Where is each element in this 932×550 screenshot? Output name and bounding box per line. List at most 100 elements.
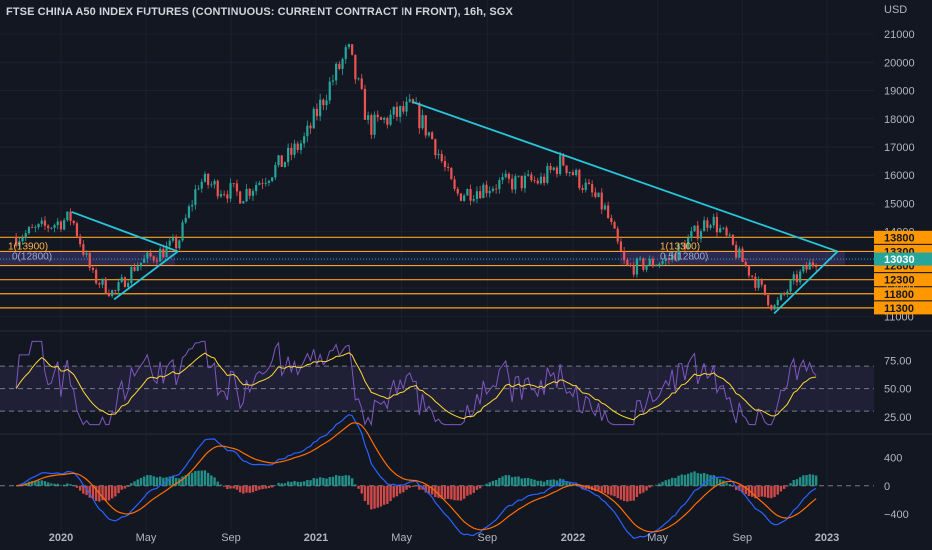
macd-histogram-bar [59, 485, 63, 486]
candle-body [229, 183, 232, 199]
macd-histogram-bar [216, 481, 219, 486]
macd-histogram-bar [264, 485, 267, 489]
macd-histogram-bar [744, 485, 747, 495]
macd-histogram-bar [206, 472, 210, 486]
macd-histogram-bar [210, 475, 213, 486]
macd-histogram-bar [245, 485, 248, 493]
candle-body [213, 180, 216, 185]
candle-body [133, 267, 136, 271]
candle-body [111, 290, 114, 297]
candle-body [27, 227, 31, 234]
candle-body [584, 182, 587, 190]
candle-body [447, 166, 450, 168]
candle-body [767, 294, 770, 306]
macd-histogram-bar [347, 475, 351, 486]
trendlines [71, 101, 839, 315]
macd-histogram-bar [46, 482, 50, 486]
macd-histogram-bar [610, 485, 613, 496]
candle-body [139, 262, 143, 267]
macd-histogram-bar [802, 475, 805, 486]
macd-histogram-bar [251, 485, 255, 493]
macd-histogram-bar [261, 485, 264, 490]
macd-histogram-bar [734, 485, 738, 491]
candle-body [597, 192, 600, 197]
candle-body [50, 227, 53, 229]
candle-body [770, 305, 773, 310]
macd-histogram-bar [78, 485, 82, 491]
candle-body [53, 224, 56, 228]
macd-histogram-bar [376, 485, 379, 508]
candle-body [440, 153, 443, 162]
candle-body [501, 177, 504, 181]
macd-histogram-bar [728, 484, 731, 486]
candle-body [255, 184, 258, 192]
macd-histogram-bar [597, 485, 600, 491]
macd-histogram-bar [181, 476, 184, 486]
macd-histogram-bar [309, 480, 312, 486]
candle-body [674, 253, 677, 261]
candle-body [472, 199, 475, 201]
macd-histogram-bar [56, 483, 59, 486]
candle-body [559, 155, 562, 174]
candle-body [360, 78, 363, 89]
macd-histogram-bar [805, 475, 808, 486]
candle-body [239, 191, 242, 204]
macd-histogram-bar [488, 482, 491, 486]
macd-histogram-bar [638, 485, 642, 494]
macd-histogram-bar [322, 477, 325, 486]
candle-body [245, 189, 248, 202]
candle-body [696, 225, 699, 239]
candle-body [735, 244, 738, 258]
candle-body [107, 293, 111, 297]
macd-histogram-bar [494, 479, 498, 486]
candle-body [485, 184, 488, 194]
candle-body [370, 115, 373, 135]
macd-histogram-bar [155, 477, 159, 486]
y-tick-label: 15000 [884, 198, 915, 210]
candle-body [626, 260, 629, 266]
macd-histogram-bar [472, 485, 475, 493]
candle-body [629, 265, 632, 266]
trendline [412, 101, 838, 253]
candle-body [315, 108, 319, 117]
macd-tick-label: 0 [884, 481, 890, 493]
macd-histogram-bar [126, 485, 130, 487]
level-tag [874, 301, 932, 315]
candle-body [194, 189, 197, 205]
candle-body [56, 221, 59, 225]
macd-histogram-bar [427, 485, 431, 494]
candle-body [79, 236, 82, 245]
level-tag [874, 287, 932, 301]
candle-body [165, 245, 168, 258]
candle-body [120, 277, 123, 283]
macd-histogram-bar [418, 485, 421, 490]
macd-histogram-bar [117, 485, 120, 494]
candle-body [319, 99, 322, 117]
candle-body [719, 228, 722, 233]
candle-body [347, 44, 351, 48]
rsi-ma-line [15, 352, 817, 421]
candle-body [274, 165, 277, 178]
macd-histogram-bar [680, 474, 683, 486]
candle-body [520, 175, 523, 189]
level-tag [874, 230, 932, 244]
macd-histogram-bar [517, 476, 520, 486]
macd-histogram-bar [661, 481, 664, 486]
candle-body [216, 180, 219, 197]
candle-body [747, 265, 751, 276]
macd-histogram-bar [770, 485, 773, 499]
candle-body [655, 265, 658, 267]
macd-histogram-bar [142, 476, 146, 486]
trendline [113, 250, 179, 301]
candle-body [408, 99, 411, 102]
candle-body [75, 223, 79, 237]
macd-histogram-bar [510, 477, 514, 486]
y-tick-label: 18000 [884, 114, 915, 126]
candle-body [40, 220, 43, 224]
macd-histogram-bar [430, 485, 434, 495]
macd-histogram-bar [334, 475, 338, 486]
candle-body [581, 187, 584, 190]
candle-body [783, 293, 786, 295]
macd-histogram-bar [443, 485, 447, 500]
